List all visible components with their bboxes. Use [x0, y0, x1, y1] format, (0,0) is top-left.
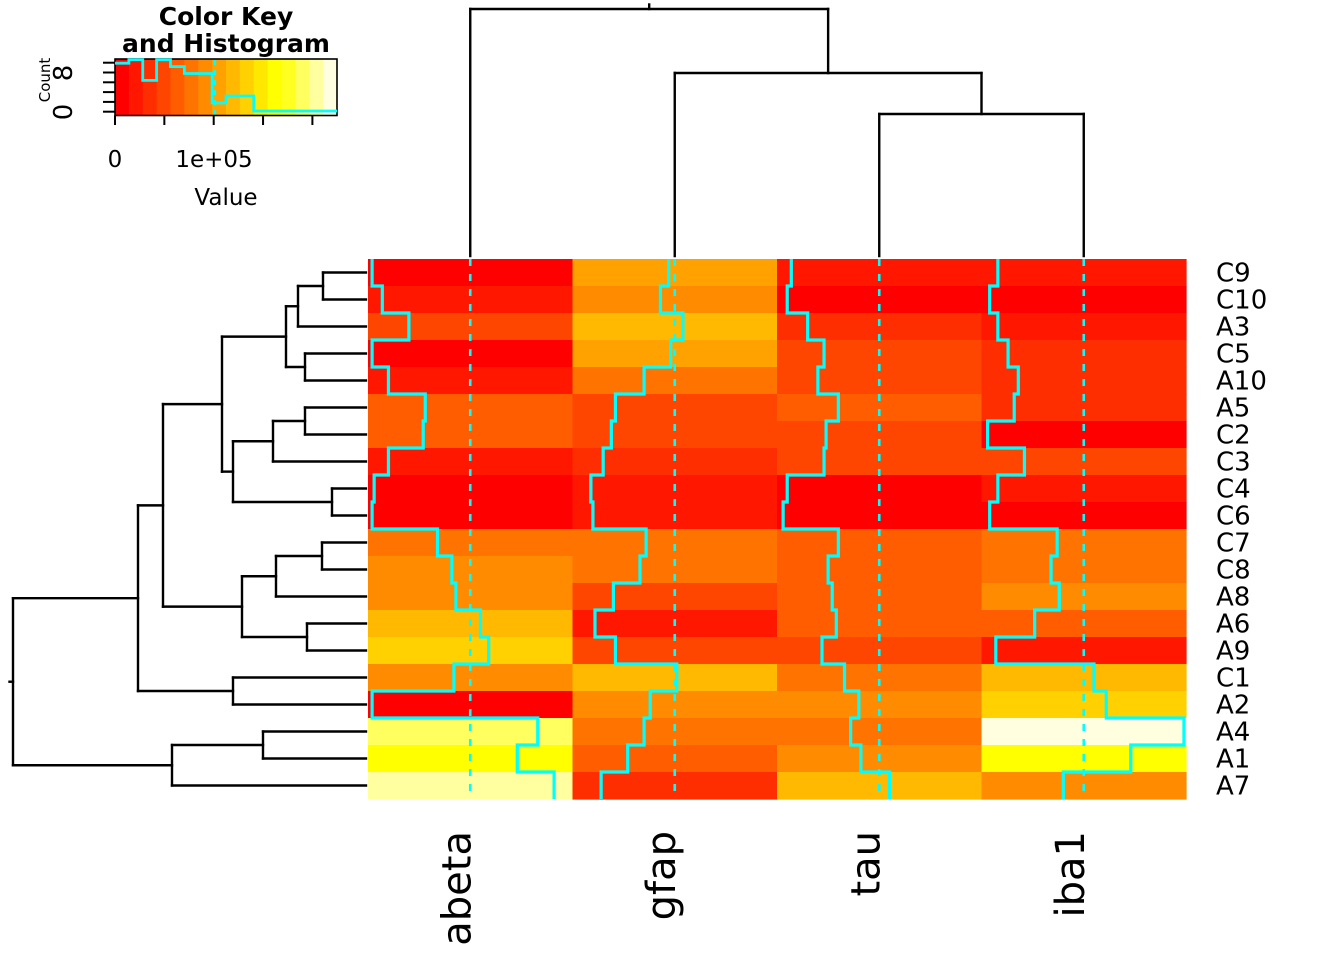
column-trace-iba1 [986, 259, 1186, 799]
key-count-axis-label: Count [36, 58, 54, 103]
color-key-band-10 [253, 59, 269, 116]
row-label-C3: C3 [1216, 448, 1251, 478]
column-label-tau: tau [843, 831, 889, 897]
column-trace-abeta [370, 259, 556, 799]
color-key-band-5 [184, 59, 199, 116]
row-label-C10: C10 [1216, 286, 1267, 316]
key-histogram-step-line [115, 58, 337, 113]
row-label-C6: C6 [1216, 502, 1251, 532]
key-xtick-label-0: 0 [108, 147, 123, 173]
color-key-band-9 [239, 59, 255, 116]
color-key-band-3 [156, 59, 171, 116]
key-title-line2: and Histogram [122, 29, 330, 58]
column-trace-tau [781, 259, 892, 799]
color-key-band-12 [281, 59, 296, 116]
color-key-band-7 [212, 59, 227, 116]
row-label-A8: A8 [1216, 583, 1250, 613]
row-label-A6: A6 [1216, 610, 1250, 640]
color-key-band-8 [226, 59, 241, 116]
key-xtick-label-1e05: 1e+05 [175, 147, 252, 173]
row-label-A7: A7 [1216, 772, 1250, 802]
key-ytick-label-8: 8 [49, 65, 79, 82]
color-key-gradient [115, 59, 338, 116]
color-key-histogram-trace [115, 58, 337, 115]
row-label-C1: C1 [1216, 664, 1251, 694]
column-label-abeta: abeta [434, 831, 480, 946]
row-label-C8: C8 [1216, 556, 1251, 586]
row-label-A9: A9 [1216, 637, 1250, 667]
color-key-band-11 [267, 59, 282, 116]
color-key-band-1 [128, 59, 144, 116]
color-key-border [114, 58, 338, 117]
heatmap-cells [368, 259, 1187, 800]
color-key-band-4 [170, 59, 185, 116]
row-label-A5: A5 [1216, 394, 1250, 424]
color-key-band-0 [115, 59, 130, 116]
color-key-band-6 [198, 59, 213, 116]
row-label-A2: A2 [1216, 691, 1250, 721]
row-label-A1: A1 [1216, 745, 1250, 775]
column-dendrogram [469, 3, 1085, 258]
row-label-A10: A10 [1216, 367, 1267, 397]
column-trace-gfap [589, 259, 685, 799]
row-label-C4: C4 [1216, 475, 1251, 505]
key-ytick-label-0: 0 [49, 104, 79, 121]
column-labels: abeta gfap tau iba1 [434, 831, 1094, 946]
column-trace-lines [370, 259, 1186, 799]
row-label-C9: C9 [1216, 259, 1251, 289]
color-key-axes [103, 58, 338, 125]
key-value-axis-label: Value [194, 185, 257, 211]
row-labels: C9C10A3C5A10A5C2C3C4C6C7C8A8A6A9C1A2A4A1… [1216, 259, 1267, 802]
row-dendrogram [8, 271, 368, 787]
color-key-text: Color Key and Histogram 0 1e+05 Value 0 … [36, 2, 330, 211]
color-key-band-13 [295, 59, 310, 116]
column-center-dashed-lines [468, 259, 1086, 799]
row-label-C2: C2 [1216, 421, 1251, 451]
color-key-band-14 [309, 59, 324, 116]
color-key-band-15 [323, 59, 338, 116]
row-label-C7: C7 [1216, 529, 1251, 559]
color-key-band-2 [142, 59, 158, 116]
key-title-line1: Color Key [159, 2, 294, 31]
column-label-iba1: iba1 [1048, 831, 1094, 917]
column-label-gfap: gfap [639, 831, 685, 920]
row-label-A4: A4 [1216, 718, 1250, 748]
row-label-C5: C5 [1216, 340, 1251, 370]
row-label-A3: A3 [1216, 313, 1250, 343]
